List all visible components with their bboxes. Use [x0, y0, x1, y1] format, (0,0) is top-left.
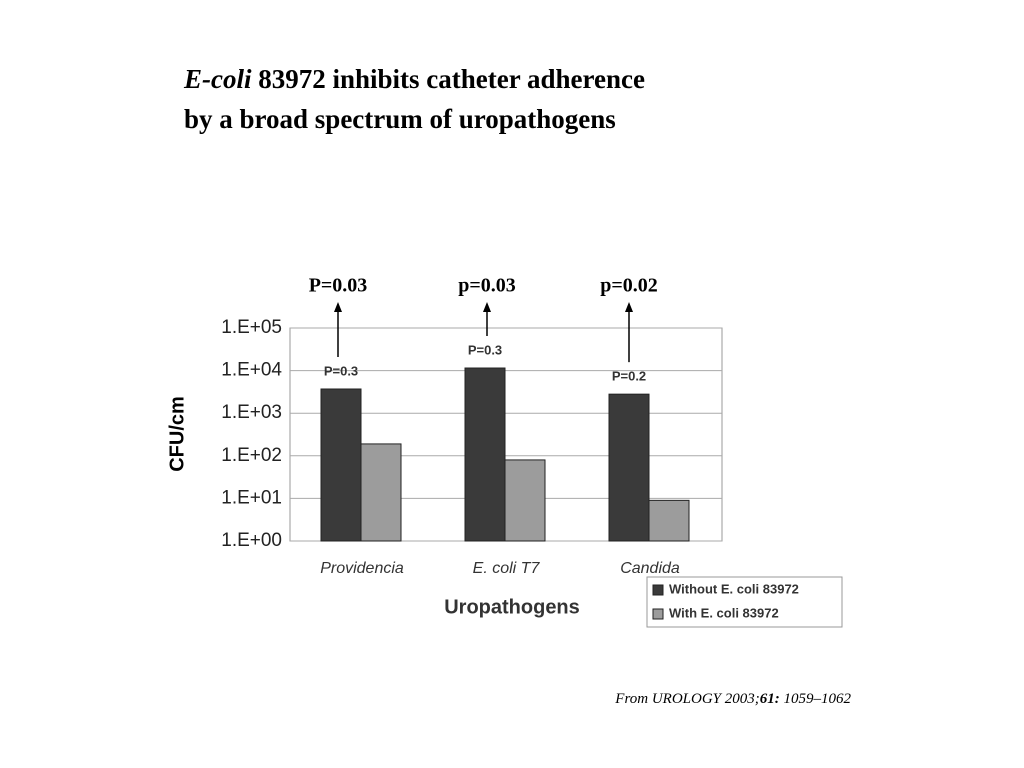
p-value: P=0.03	[309, 275, 368, 297]
bar	[360, 443, 402, 542]
y-tick-label: 1.E+03	[221, 402, 282, 423]
title-rest: 83972 inhibits catheter adherence	[252, 64, 645, 94]
arrow-head	[334, 302, 342, 312]
chart: 1.E+00 1.E+01 1.E+02 1.E+03 1.E+04 1.E+05 Prov…	[221, 275, 843, 628]
y-tick-label: 1.E+02	[221, 445, 282, 466]
bar-p-label: P=0.3	[324, 363, 358, 378]
legend-swatch	[652, 608, 664, 620]
legend-label: Without E. coli 83972	[669, 581, 799, 596]
legend-label: With E. coli 83972	[669, 605, 779, 620]
y-tick-label: 1.E+04	[221, 360, 282, 381]
source-2: 61:	[760, 691, 780, 707]
p-value: p=0.03	[458, 275, 516, 297]
arrow-head	[625, 302, 633, 312]
bar	[320, 388, 362, 542]
y-tick-label: 1.E+01	[221, 487, 282, 508]
legend-box	[646, 576, 843, 628]
arrow-head	[483, 302, 491, 312]
title-line-2: by a broad spectrum of uropathogens	[184, 104, 616, 134]
bar	[464, 367, 506, 542]
x-tick-label: Candida	[620, 560, 680, 577]
x-tick-label: Providencia	[320, 560, 404, 577]
y-axis-label: CFU/cm	[166, 396, 188, 472]
title-italic: E-coli	[183, 64, 252, 94]
x-tick-label: E. coli T7	[473, 560, 541, 577]
bar	[504, 459, 546, 542]
source: From UROLOGY 2003;61: 1059–1062	[614, 691, 851, 707]
y-tick-label: 1.E+00	[221, 530, 282, 551]
title-line-1: E-coli 83972 inhibits catheter adherence	[183, 64, 645, 94]
y-tick-label: 1.E+05	[221, 317, 282, 338]
source-3: 1059–1062	[780, 691, 852, 707]
source-1: From UROLOGY 2003;	[614, 691, 759, 707]
bar-p-label: P=0.2	[612, 369, 646, 384]
p-value: p=0.02	[600, 275, 658, 297]
x-axis-label: Uropathogens	[444, 596, 580, 618]
legend-swatch	[652, 584, 664, 596]
bar	[608, 393, 650, 542]
bar-p-label: P=0.3	[468, 342, 502, 357]
bar	[648, 499, 690, 542]
